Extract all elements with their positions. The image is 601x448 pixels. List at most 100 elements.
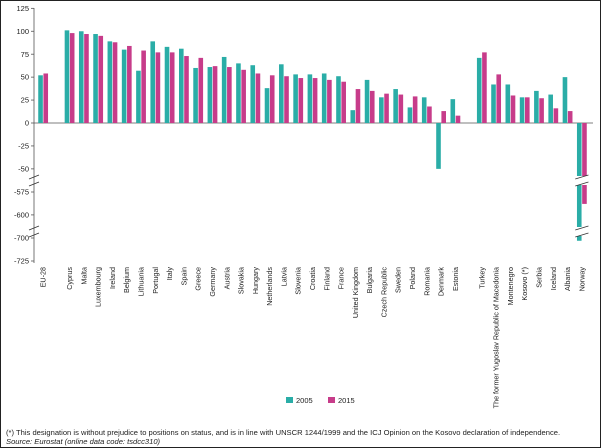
bar-2005-latvia [279, 64, 284, 123]
x-tick-label: Hungary [251, 267, 260, 295]
bar-2005-turkey [476, 57, 482, 124]
legend-swatch-2015 [328, 397, 335, 403]
bar-2005-ireland [107, 41, 113, 123]
axis-break-mark [28, 181, 40, 187]
bar-2015-lithuania [141, 50, 146, 123]
x-tick-label: Latvia [279, 267, 288, 286]
bar-2005-malta [78, 31, 84, 123]
bar-2015-germany [212, 66, 218, 123]
bar-2005-slovenia [293, 74, 298, 123]
x-tick-label: Norway [577, 267, 586, 292]
x-tick-label: EU-28 [39, 267, 48, 287]
bar-2015-latvia [284, 76, 289, 123]
bar-break-mark [575, 181, 589, 187]
bar-2015-turkey [482, 52, 487, 124]
bar-2005-hungary [250, 65, 256, 123]
x-tick-label: Greece [194, 267, 203, 291]
y-tick-label: -725 [14, 257, 29, 266]
y-tick-label: 50 [21, 73, 29, 82]
bar-2005-italy [164, 46, 170, 123]
bar-2015-czech-republic [384, 93, 389, 123]
y-tick-label: -25 [18, 142, 29, 151]
x-tick-label: The former Yugoslav Republic of Macedoni… [492, 267, 501, 408]
bar-2005-poland [407, 107, 413, 123]
x-tick-label: Czech Republic [379, 267, 388, 318]
x-tick-label: Sweden [394, 267, 403, 293]
legend-label-2005: 2005 [296, 396, 313, 405]
bar-2015-estonia [455, 115, 461, 123]
x-tick-label: Luxembourg [94, 267, 103, 307]
x-tick-label: Albania [563, 267, 572, 291]
x-tick-label: Poland [408, 267, 417, 289]
bar-2005-united-kingdom [350, 110, 356, 123]
bar-2005-eu-28 [38, 75, 43, 123]
footnote-kosovo: (*) This designation is without prejudic… [6, 428, 561, 437]
bar-2015-malta [84, 34, 89, 123]
bar-2015-albania [567, 111, 573, 123]
bar-2015-belgium [127, 45, 132, 124]
x-tick-label: Ireland [108, 267, 117, 289]
legend-label-2015: 2015 [338, 396, 355, 405]
y-tick-label: 100 [16, 27, 29, 36]
x-tick-label: Denmark [437, 267, 446, 297]
bar-2015-denmark [441, 111, 446, 123]
bar-2015-greece [198, 57, 204, 124]
bar-2015-slovakia [241, 69, 246, 123]
bar-chart: 125 100 75 50 25 0 -25 -50 -575 -600 -700 -725 EU-28… [14, 4, 593, 408]
bar-2005-bulgaria [364, 79, 370, 123]
bar-break-gap [576, 176, 588, 185]
bar-2005-germany [207, 67, 213, 123]
bar-2015-cyprus [69, 33, 75, 123]
bar-2005-kosovo- [519, 97, 525, 123]
x-tick-label: Slovakia [237, 267, 246, 294]
bar-2015-bulgaria [369, 90, 375, 123]
bar-2005-spain [179, 48, 184, 124]
x-tick-label: Montenegro [506, 267, 515, 305]
bar-2015-poland [412, 96, 418, 123]
bar-2005-belgium [121, 49, 127, 124]
bar-2015-iceland [553, 108, 559, 123]
x-tick-label: Austria [222, 267, 231, 289]
bar-2015-serbia [539, 98, 544, 123]
x-tick-label: Serbia [534, 267, 543, 288]
x-tick-label: France [337, 267, 346, 289]
bar-2005-greece [193, 67, 198, 123]
bar-break-gap [576, 227, 588, 236]
bar-2015-italy [169, 52, 175, 124]
y-tick-label: -600 [14, 211, 29, 220]
bar-2005-slovakia [236, 63, 241, 123]
bar-2015-sweden [398, 94, 404, 123]
bar-break-mark [575, 174, 589, 180]
bar-2015-slovenia [298, 78, 304, 123]
bar-2015-norway [582, 123, 587, 204]
bar-2015-romania [427, 106, 432, 123]
bar-2005-portugal [150, 41, 156, 123]
x-tick-label: Cyprus [65, 267, 74, 290]
bar-2005-cyprus [64, 30, 70, 124]
bar-2005-albania [562, 77, 568, 123]
bar-2005-lithuania [136, 70, 141, 123]
axis-break-mark [28, 225, 40, 231]
bar-2005-sweden [393, 89, 398, 123]
x-tick-label: Croatia [308, 267, 317, 290]
bar-2015-finland [327, 79, 332, 123]
bar-2005-montenegro [505, 84, 511, 123]
y-tick-label: -575 [14, 188, 29, 197]
bar-2005-estonia [450, 99, 456, 123]
x-tick-label: Lithuania [137, 267, 146, 296]
bar-break-mark [575, 232, 589, 238]
y-tick-label: -700 [14, 234, 29, 243]
bar-2005-luxembourg [93, 34, 98, 123]
bar-2005-france [336, 76, 341, 123]
bar-2015-eu-28 [43, 73, 49, 123]
bar-2005-denmark [436, 123, 441, 169]
x-tick-label: Romania [422, 267, 431, 296]
x-tick-label: Bulgaria [365, 267, 374, 293]
bar-2005-iceland [548, 94, 553, 123]
x-tick-label: Belgium [122, 267, 131, 293]
bar-2005-austria [221, 56, 227, 124]
y-tick-label: 75 [21, 50, 29, 59]
bar-2015-ireland [112, 42, 118, 123]
y-tick-label: -50 [18, 164, 29, 173]
